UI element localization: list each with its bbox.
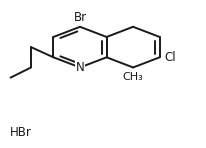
Text: Br: Br: [73, 11, 86, 24]
Text: Cl: Cl: [164, 51, 176, 64]
Text: N: N: [75, 61, 84, 74]
Text: CH₃: CH₃: [122, 72, 143, 82]
Text: HBr: HBr: [9, 126, 31, 139]
